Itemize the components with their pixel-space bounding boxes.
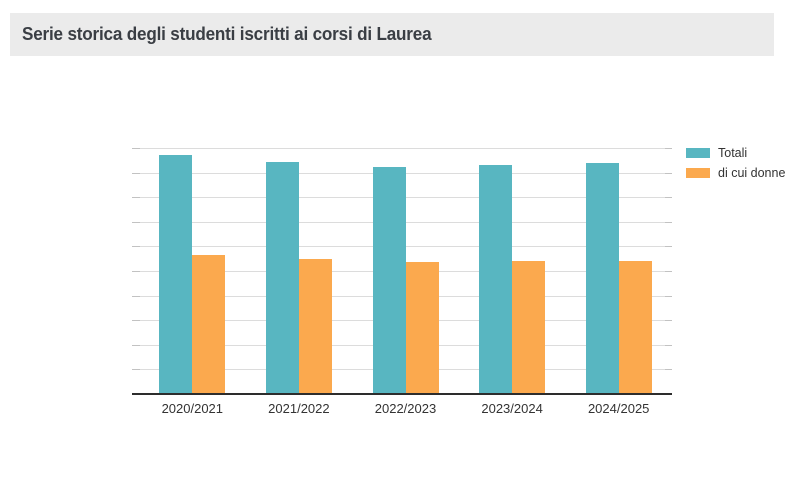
bar-totali-2020-2021[interactable] [159, 155, 193, 394]
axis-tick [132, 221, 140, 223]
axis-tick [132, 246, 140, 248]
axis-tick [132, 148, 140, 149]
gridline [139, 246, 672, 248]
bar-di-cui-donne-2021-2022[interactable] [298, 259, 332, 394]
bar-totali-2023-2024[interactable] [479, 165, 513, 394]
legend-item-di-cui-donne[interactable]: di cui donne [686, 166, 785, 180]
axis-tick [132, 271, 140, 272]
axis-tick [665, 320, 672, 322]
bar-totali-2022-2023[interactable] [372, 167, 406, 394]
gridline [139, 148, 672, 149]
bar-di-cui-donne-2020-2021[interactable] [192, 255, 226, 394]
axis-tick [132, 320, 140, 322]
x-axis-line [132, 393, 672, 395]
legend-label-totali: Totali [718, 146, 748, 160]
bar-totali-2024-2025[interactable] [585, 163, 619, 394]
axis-tick [132, 344, 140, 346]
gridline [139, 172, 672, 174]
axis-tick [665, 197, 672, 199]
bar-totali-2021-2022[interactable] [265, 162, 299, 394]
axis-tick [665, 221, 672, 223]
axis-tick [665, 295, 672, 297]
x-axis-label-2020-2021: 2020/2021 [161, 401, 224, 416]
bar-di-cui-donne-2023-2024[interactable] [512, 261, 546, 394]
axis-tick [132, 295, 140, 297]
axis-tick [665, 369, 672, 371]
x-axis-label-2024-2025: 2024/2025 [587, 401, 650, 416]
legend-swatch-di-cui-donne [686, 168, 710, 178]
x-axis-label-2022-2023: 2022/2023 [374, 401, 437, 416]
legend-swatch-totali [686, 148, 710, 158]
gridline [139, 197, 672, 199]
chart-legend: Totali di cui donne [686, 146, 785, 180]
gridline [139, 221, 672, 223]
axis-tick [665, 246, 672, 248]
axis-tick [665, 172, 672, 174]
axis-tick [132, 172, 140, 174]
chart-title: Serie storica degli studenti iscritti ai… [22, 24, 432, 44]
chart-header: Serie storica degli studenti iscritti ai… [10, 13, 774, 56]
axis-tick [132, 197, 140, 199]
legend-item-totali[interactable]: Totali [686, 146, 785, 160]
axis-tick [132, 369, 140, 371]
bar-di-cui-donne-2022-2023[interactable] [405, 262, 439, 394]
x-axis-label-2023-2024: 2023/2024 [481, 401, 543, 416]
legend-label-di-cui-donne: di cui donne [718, 166, 786, 180]
axis-tick [665, 271, 672, 272]
x-axis-label-2021-2022: 2021/2022 [268, 401, 330, 416]
bar-di-cui-donne-2024-2025[interactable] [618, 261, 652, 394]
axis-tick [665, 344, 672, 346]
axis-tick [665, 148, 672, 149]
